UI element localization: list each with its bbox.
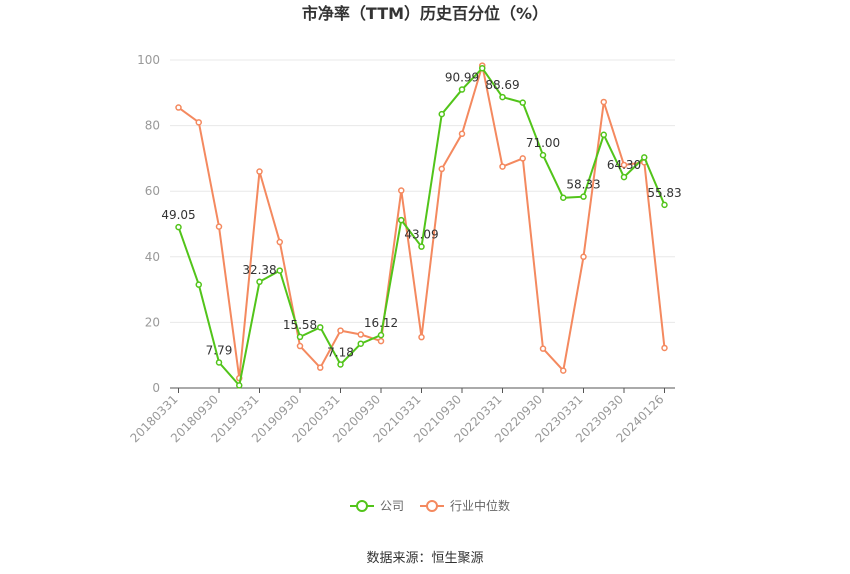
data-label: 16.12 xyxy=(364,316,398,330)
data-point xyxy=(519,155,526,162)
y-axis-ticks: 0 20 40 60 80 100 xyxy=(137,53,160,395)
y-tick-label: 60 xyxy=(145,184,160,198)
data-point xyxy=(560,367,567,374)
data-point xyxy=(600,98,607,106)
data-point xyxy=(661,201,668,209)
x-axis: 2018033120180930201903312019093020200331… xyxy=(128,387,675,445)
data-label: 43.09 xyxy=(404,228,438,242)
data-label: 15.58 xyxy=(283,318,317,332)
data-labels: 49.05 7.79 32.38 15.58 7.18 16.12 43.09 90.99 88… xyxy=(161,71,681,360)
series-lines xyxy=(175,62,668,389)
data-label: 7.79 xyxy=(206,343,233,357)
data-point xyxy=(580,253,587,261)
data-point xyxy=(175,104,182,111)
legend-label: 公司 xyxy=(380,499,404,513)
data-point xyxy=(276,238,283,246)
data-label: 55.83 xyxy=(647,186,681,200)
data-label: 88.69 xyxy=(485,78,519,92)
data-point xyxy=(215,223,223,230)
data-point xyxy=(296,342,304,350)
data-point xyxy=(357,331,364,338)
data-point xyxy=(641,154,648,161)
data-point xyxy=(317,324,324,331)
series-0 xyxy=(175,64,668,389)
legend-item-0[interactable]: 公司 xyxy=(350,499,404,513)
data-point xyxy=(398,187,405,194)
data-label: 32.38 xyxy=(242,263,276,277)
data-label: 64.30 xyxy=(607,158,641,172)
data-point xyxy=(438,110,445,118)
data-label: 49.05 xyxy=(161,208,195,222)
data-point xyxy=(600,131,607,139)
legend[interactable]: 公司 行业中位数 xyxy=(350,498,510,513)
data-point xyxy=(256,278,263,286)
data-point xyxy=(236,382,243,389)
data-point xyxy=(661,344,668,352)
chart-title: 市净率（TTM）历史百分位（%） xyxy=(302,4,548,23)
data-point xyxy=(337,327,344,334)
data-point xyxy=(580,193,587,200)
y-tick-label: 0 xyxy=(152,381,160,395)
data-point xyxy=(175,223,182,231)
data-point xyxy=(215,359,223,366)
legend-swatch-marker xyxy=(426,500,438,512)
data-point xyxy=(620,161,628,169)
data-point xyxy=(418,333,425,341)
legend-swatch-marker xyxy=(356,500,368,512)
data-point xyxy=(377,331,385,339)
y-tick-label: 40 xyxy=(145,250,160,264)
y-tick-label: 20 xyxy=(145,315,160,329)
data-point xyxy=(438,165,445,173)
data-point xyxy=(195,281,202,288)
y-tick-label: 80 xyxy=(145,119,160,133)
data-point xyxy=(539,345,547,352)
data-label: 90.99 xyxy=(445,71,479,85)
data-point xyxy=(296,333,304,341)
legend-item-1[interactable]: 行业中位数 xyxy=(420,498,510,513)
series-1 xyxy=(175,62,668,382)
source-note: 数据来源：恒生聚源 xyxy=(366,551,483,566)
data-point xyxy=(560,194,567,202)
data-point xyxy=(317,364,324,371)
data-point xyxy=(418,243,425,250)
data-point xyxy=(256,168,263,175)
data-point xyxy=(519,99,526,106)
series-line-1 xyxy=(177,65,666,379)
grid-lines xyxy=(170,59,675,323)
data-point xyxy=(458,86,466,93)
data-label: 58.33 xyxy=(566,178,600,192)
data-point xyxy=(479,64,486,72)
legend-label: 行业中位数 xyxy=(450,498,510,513)
data-point xyxy=(539,151,547,159)
data-point xyxy=(276,267,283,274)
data-point xyxy=(195,119,202,126)
data-point xyxy=(398,216,405,224)
data-point xyxy=(377,337,385,345)
data-point xyxy=(458,130,466,138)
data-point xyxy=(337,361,344,368)
data-point xyxy=(620,173,628,181)
data-point xyxy=(499,163,506,170)
data-point xyxy=(499,93,506,101)
data-label: 71.00 xyxy=(526,136,560,150)
y-tick-label: 100 xyxy=(137,53,160,67)
data-point xyxy=(357,340,364,347)
data-label: 7.18 xyxy=(327,345,354,359)
